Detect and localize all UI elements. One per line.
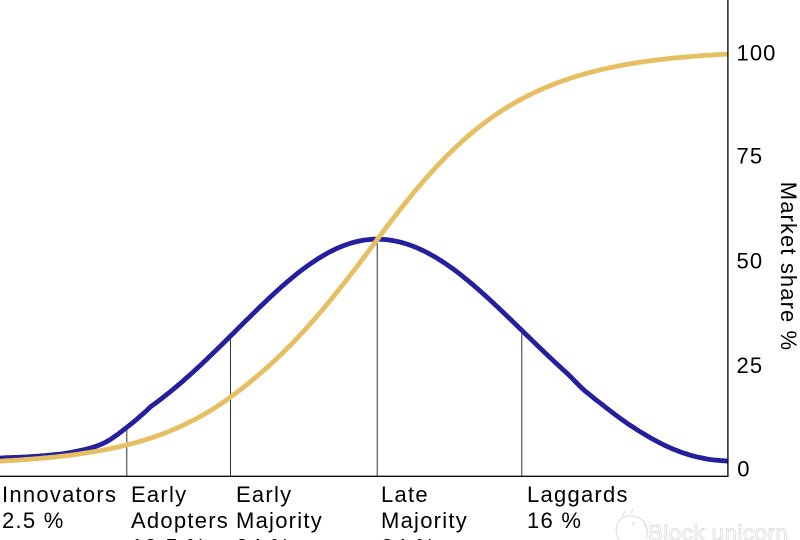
svg-text:34 %: 34 % xyxy=(381,535,436,540)
svg-text:Block unicorn: Block unicorn xyxy=(648,521,788,540)
svg-text:75: 75 xyxy=(737,144,764,169)
svg-text:16 %: 16 % xyxy=(527,508,582,533)
svg-text:Adopters: Adopters xyxy=(131,508,229,533)
svg-text:2.5 %: 2.5 % xyxy=(2,508,65,533)
svg-text:100: 100 xyxy=(737,41,777,66)
svg-text:Majority: Majority xyxy=(236,508,323,533)
svg-text:25: 25 xyxy=(737,353,764,378)
svg-text:Market share %: Market share % xyxy=(776,182,800,351)
svg-text:Laggards: Laggards xyxy=(527,482,629,507)
svg-text:Early: Early xyxy=(131,482,187,507)
svg-text:Majority: Majority xyxy=(381,508,468,533)
svg-text:Early: Early xyxy=(236,482,292,507)
svg-text:34 %: 34 % xyxy=(236,535,291,540)
svg-text:50: 50 xyxy=(737,249,764,274)
svg-text:0: 0 xyxy=(737,456,750,481)
svg-text:Innovators: Innovators xyxy=(2,482,117,507)
svg-text:13.5 %: 13.5 % xyxy=(131,535,207,540)
svg-text:Late: Late xyxy=(381,482,429,507)
